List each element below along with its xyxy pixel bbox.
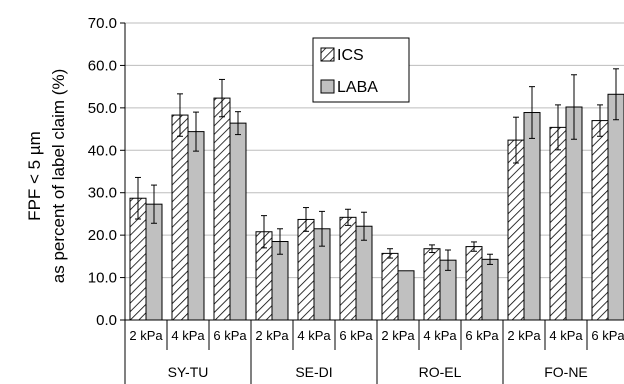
y-axis-label-line2: as percent of label claim (%): [49, 69, 68, 283]
x-tick-label: 6 kPa: [465, 328, 499, 343]
bar-ics: [381, 252, 399, 321]
bar-ics: [507, 139, 525, 321]
x-tick-label: 2 kPa: [507, 328, 541, 343]
bar-ics: [339, 216, 357, 321]
bar-laba: [523, 112, 541, 321]
y-tick-label: 70.0: [88, 15, 117, 32]
x-tick-label: 4 kPa: [423, 328, 457, 343]
axes: 0.0 10.0 20.0 30.0 40.0 50.0 60.0 70.0 2 kPa 4 kP…: [88, 15, 624, 384]
bar-ics: [297, 218, 315, 321]
bar-ics: [171, 114, 189, 321]
bar-laba: [187, 131, 205, 321]
y-tick-label: 10.0: [88, 270, 117, 287]
bar-ics: [591, 120, 609, 321]
bar-ics: [549, 126, 567, 321]
bar-ics: [465, 246, 483, 321]
bars: [129, 93, 624, 321]
group-label: RO-EL: [419, 364, 462, 380]
x-tick-label: 6 kPa: [591, 328, 624, 343]
bar-laba: [229, 122, 247, 321]
x-tick-label: 2 kPa: [129, 328, 163, 343]
y-tick-label: 0.0: [96, 312, 117, 329]
group-label: FO-NE: [544, 364, 588, 380]
group-label: SE-DI: [295, 364, 332, 380]
x-tick-label: 2 kPa: [381, 328, 415, 343]
x-tick-label: 4 kPa: [297, 328, 331, 343]
y-tick-label: 20.0: [88, 227, 117, 244]
bar-laba: [481, 258, 499, 321]
y-tick-label: 60.0: [88, 57, 117, 74]
y-tick-label: 30.0: [88, 185, 117, 202]
legend-label-laba: LABA: [337, 79, 378, 96]
legend-swatch-laba: [320, 79, 335, 94]
legend-label-ics: ICS: [337, 47, 364, 64]
legend: ICS LABA: [312, 37, 410, 103]
x-tick-label: 6 kPa: [339, 328, 373, 343]
x-tick-label: 4 kPa: [171, 328, 205, 343]
y-tick-label: 50.0: [88, 100, 117, 117]
y-tick-label: 40.0: [88, 142, 117, 159]
x-tick-label: 6 kPa: [213, 328, 247, 343]
error-bars: [135, 68, 619, 271]
x-tick-label: 2 kPa: [255, 328, 289, 343]
legend-swatch-ics: [320, 47, 335, 62]
y-axis-label-line1: FPF < 5 µm: [25, 131, 44, 221]
x-tick-label: 4 kPa: [549, 328, 583, 343]
bar-laba: [397, 270, 415, 321]
bar-ics: [213, 97, 231, 321]
bar-laba: [607, 93, 624, 321]
group-label: SY-TU: [168, 364, 209, 380]
bar-ics: [423, 248, 441, 321]
